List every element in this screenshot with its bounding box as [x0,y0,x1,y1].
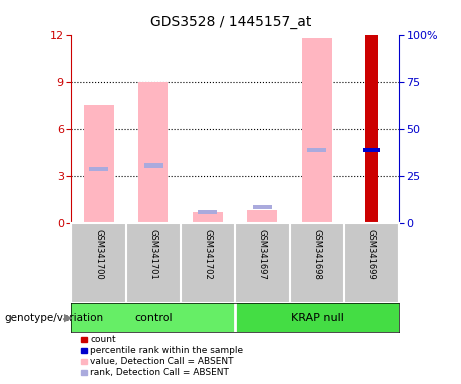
Text: GSM341701: GSM341701 [149,229,158,280]
Text: genotype/variation: genotype/variation [5,313,104,323]
Text: value, Detection Call = ABSENT: value, Detection Call = ABSENT [90,357,234,366]
Text: GSM341699: GSM341699 [367,229,376,280]
Bar [89,167,108,171]
Text: count: count [90,335,116,344]
Text: GSM341698: GSM341698 [313,229,321,280]
Bar [193,212,223,223]
Bar [235,303,399,332]
Bar [84,105,114,223]
Bar [71,303,235,332]
Bar [138,82,168,223]
Bar [144,164,163,168]
Text: GDS3528 / 1445157_at: GDS3528 / 1445157_at [150,15,311,29]
Bar [248,210,278,223]
Text: KRAP null: KRAP null [290,313,343,323]
Bar [307,148,326,152]
Text: ▶: ▶ [64,313,72,323]
Text: percentile rank within the sample: percentile rank within the sample [90,346,243,355]
Text: GSM341697: GSM341697 [258,229,267,280]
Bar [198,210,218,214]
Text: GSM341700: GSM341700 [94,229,103,280]
Text: control: control [134,313,172,323]
Bar [253,205,272,209]
Bar [302,38,332,223]
Bar [363,148,380,152]
Text: GSM341702: GSM341702 [203,229,213,280]
Bar [365,35,378,223]
Text: rank, Detection Call = ABSENT: rank, Detection Call = ABSENT [90,367,229,377]
